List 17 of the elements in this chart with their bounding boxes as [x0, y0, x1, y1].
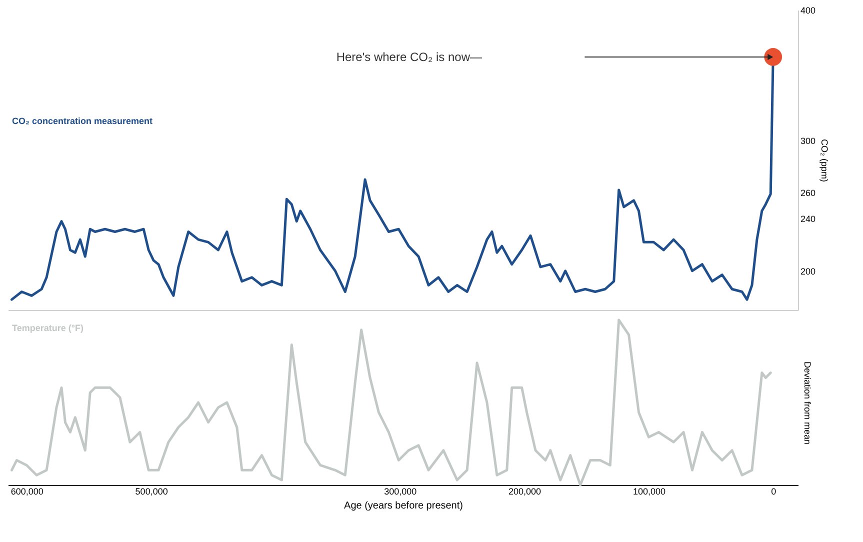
text: Temperature (°F) — [12, 323, 84, 333]
y-tick-label: 300 — [800, 136, 816, 146]
y-axis-title: CO₂ (ppm) — [820, 139, 830, 182]
x-tick-label: 100,000 — [632, 486, 666, 496]
y-tick-label: 260 — [800, 188, 816, 198]
text: CO₂ concentration measurement — [12, 116, 153, 126]
x-axis-title: Age (years before present) — [344, 500, 463, 512]
x-tick-label: 200,000 — [508, 486, 542, 496]
annotation: Here's where CO₂ is now— — [336, 50, 482, 64]
x-tick-label: 600,000 — [10, 486, 44, 496]
x-tick-label: 0 — [771, 486, 776, 496]
y-tick-label: 200 — [800, 266, 816, 276]
x-tick-label: 500,000 — [135, 486, 168, 496]
y-tick-label: 240 — [800, 214, 816, 224]
y-axis-title: Deviation from mean — [802, 361, 812, 445]
x-tick-label: 300,000 — [384, 486, 417, 496]
y-tick-label: 400 — [800, 6, 816, 16]
